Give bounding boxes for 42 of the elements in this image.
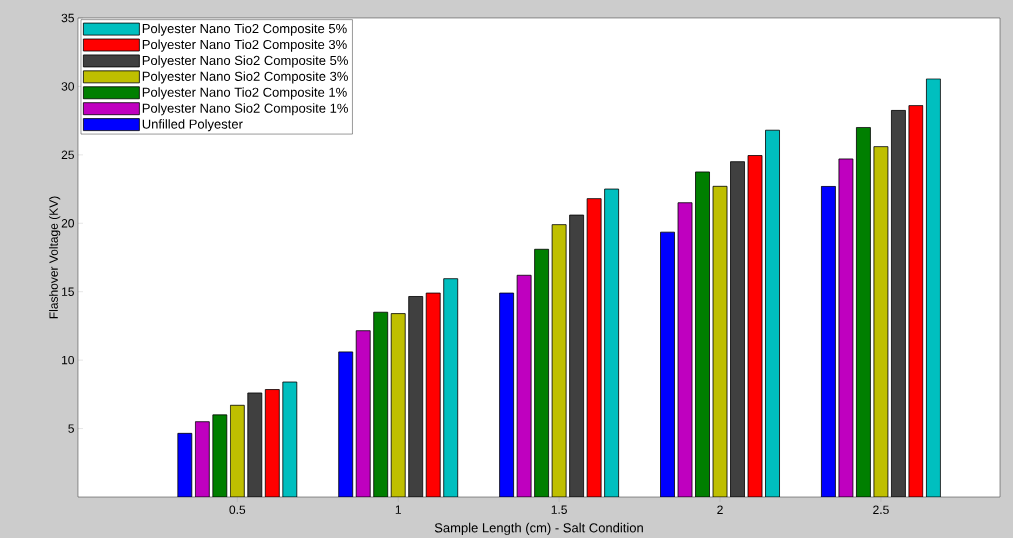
bar (282, 381, 298, 497)
bar (264, 389, 280, 497)
x-tick-label: 2.5 (873, 505, 889, 514)
bar (177, 432, 193, 497)
bar (194, 421, 210, 497)
bar (499, 292, 515, 497)
legend-label: Polyester Nano Sio2 Composite 1% (142, 103, 348, 116)
bar (695, 171, 710, 497)
bar (443, 278, 459, 497)
y-tick-label: 15 (62, 287, 74, 296)
y-tick-label: 30 (61, 82, 75, 91)
x-tick-label: 2 (717, 505, 723, 514)
legend-label: Polyester Nano Sio2 Composite 3% (142, 71, 348, 84)
bar (338, 351, 354, 497)
y-tick-label: 35 (61, 13, 74, 23)
bar (425, 292, 441, 497)
legend-label: Polyester Nano Tio2 Composite 3% (142, 39, 347, 52)
bar (373, 311, 389, 497)
y-tick-label: 25 (61, 150, 74, 159)
bar (660, 231, 675, 497)
x-tick-label: 1.5 (551, 505, 567, 514)
bar (926, 78, 941, 497)
bar (212, 414, 228, 497)
bar (821, 185, 836, 497)
y-tick-label: 20 (61, 218, 75, 228)
y-tick-label: 10 (62, 355, 75, 365)
legend-label: Polyester Nano Tio2 Composite 1% (142, 87, 347, 100)
legend-label: Polyester Nano Tio2 Composite 5% (142, 23, 347, 36)
bar (390, 313, 406, 497)
x-tick-label: 1 (395, 505, 401, 514)
bar (229, 404, 245, 497)
legend-label: Polyester Nano Sio2 Composite 5% (142, 55, 348, 68)
bar (604, 188, 620, 497)
bar (765, 129, 780, 497)
bar (856, 126, 871, 497)
y-tick-label: 5 (68, 424, 74, 433)
x-tick-label: 0.5 (229, 505, 246, 514)
bar (355, 330, 371, 497)
bar (534, 248, 550, 497)
x-axis-title: Sample Length (cm) - Salt Condition (434, 522, 643, 535)
legend-label: Unfilled Polyester (142, 118, 243, 132)
y-axis-title: Flashover Voltage (KV) (49, 196, 61, 319)
